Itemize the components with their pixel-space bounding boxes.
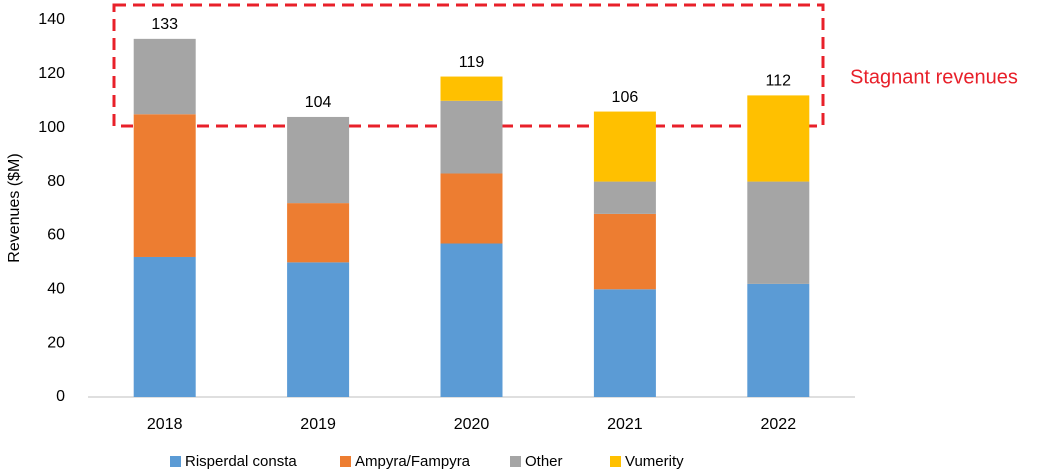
y-axis-label: Revenues ($M) — [6, 153, 23, 262]
y-tick-label: 80 — [47, 173, 65, 190]
bar-segment — [593, 181, 656, 214]
y-tick-label: 60 — [47, 227, 65, 244]
y-tick-label: 40 — [47, 281, 65, 298]
legend-swatch — [340, 456, 351, 467]
total-label: 106 — [612, 89, 639, 106]
bar-segment — [133, 256, 196, 397]
y-tick-label: 100 — [38, 119, 65, 136]
y-tick-label: 120 — [38, 65, 65, 82]
x-tick-label: 2022 — [761, 416, 797, 433]
bar-segment — [593, 213, 656, 290]
bar-segment — [747, 95, 810, 182]
x-tick-label: 2019 — [300, 416, 336, 433]
bar-segment — [440, 100, 503, 174]
bar-segment — [593, 289, 656, 397]
bar-segment — [593, 111, 656, 182]
legend-label: Other — [525, 453, 563, 470]
bar-segment — [747, 283, 810, 397]
bar-segment — [287, 203, 350, 263]
bar-segment — [133, 38, 196, 115]
y-tick-label: 140 — [38, 11, 65, 28]
legend-swatch — [170, 456, 181, 467]
y-tick-label: 0 — [56, 388, 65, 405]
total-label: 104 — [305, 94, 332, 111]
legend-label: Ampyra/Fampyra — [355, 453, 471, 470]
total-label: 119 — [459, 54, 485, 71]
x-tick-label: 2018 — [147, 416, 183, 433]
legend-label: Vumerity — [625, 453, 684, 470]
bar-segment — [133, 114, 196, 257]
legend-swatch — [510, 456, 521, 467]
bar-segment — [287, 116, 350, 204]
bar-segment — [440, 173, 503, 244]
bar-segment — [440, 76, 503, 101]
total-label: 112 — [766, 73, 792, 90]
total-label: 133 — [151, 16, 178, 33]
annotation: Stagnant revenues — [850, 66, 1018, 88]
bar-segment — [440, 243, 503, 397]
legend-swatch — [610, 456, 621, 467]
x-tick-label: 2021 — [607, 416, 643, 433]
bar-segment — [287, 262, 350, 397]
legend-label: Risperdal consta — [185, 453, 297, 470]
bar-segment — [747, 181, 810, 284]
y-tick-label: 20 — [47, 334, 65, 351]
x-tick-label: 2020 — [454, 416, 490, 433]
